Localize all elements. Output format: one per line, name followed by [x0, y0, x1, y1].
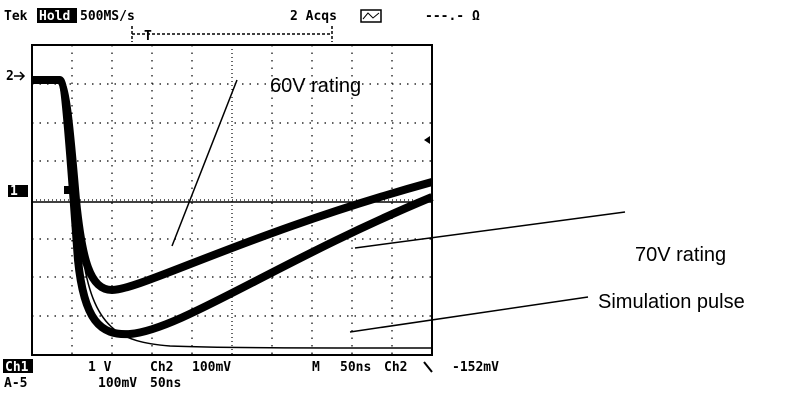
- acq-icon-wave: [363, 13, 379, 19]
- ch2-arrow: [14, 72, 24, 80]
- mode: Hold: [39, 9, 70, 24]
- ch1-scale: 1 V: [88, 360, 112, 375]
- trigger-level-marker: [424, 136, 430, 144]
- oscilloscope-screenshot: Tek Hold 500MS/s 2 Acqs ---.- Ω T 2 1 60…: [0, 0, 801, 396]
- record-bar: [132, 26, 332, 42]
- ch1-marker: 1: [10, 184, 18, 199]
- ch2-marker: 2: [6, 69, 14, 84]
- timebase-label: M: [312, 360, 320, 375]
- ch2-label: Ch2: [150, 360, 173, 375]
- pointer-simulation: [350, 297, 588, 332]
- pointer-70v: [355, 212, 625, 248]
- annotation-60v: 60V rating: [270, 75, 361, 97]
- trigger-level: -152mV: [452, 360, 499, 375]
- trigger-slope: [424, 362, 432, 372]
- brand: Tek: [4, 9, 28, 24]
- acquisitions: 2 Acqs: [290, 9, 337, 24]
- annotation-70v: 70V rating: [635, 244, 726, 266]
- trigger-source: Ch2: [384, 360, 407, 375]
- ch2-scale: 100mV: [192, 360, 231, 375]
- annotation-simulation: Simulation pulse: [598, 291, 745, 313]
- line2-time: 50ns: [150, 376, 181, 391]
- line2-scale: 100mV: [98, 376, 137, 391]
- measurement: ---.- Ω: [425, 9, 480, 24]
- trigger-position: T: [144, 29, 152, 44]
- trace-70v: [40, 80, 432, 334]
- sample-rate: 500MS/s: [80, 9, 135, 24]
- timebase: 50ns: [340, 360, 371, 375]
- line2-label: A-5: [4, 376, 27, 391]
- ch1-label: Ch1: [5, 360, 29, 375]
- pointer-60v: [172, 80, 237, 246]
